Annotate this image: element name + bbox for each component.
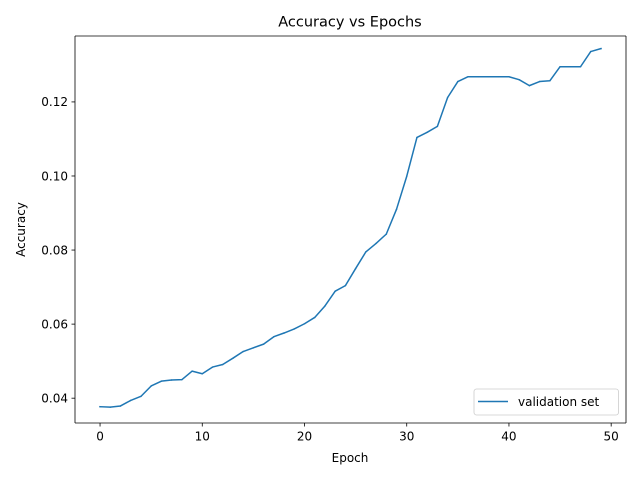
data-point [262, 343, 265, 345]
data-point [140, 395, 142, 398]
data-point [232, 357, 234, 359]
data-point [211, 366, 214, 368]
data-point [467, 75, 469, 78]
y-tick-label: 0.12 [41, 95, 68, 109]
data-point [150, 385, 152, 387]
x-tick-label: 50 [604, 430, 619, 444]
data-point [416, 136, 418, 139]
data-point [191, 370, 193, 372]
data-point [559, 65, 561, 68]
legend-label-validation-set: validation set [518, 395, 600, 409]
data-point [405, 175, 408, 178]
data-point [538, 80, 541, 83]
data-point [129, 399, 132, 402]
data-point [497, 75, 500, 78]
data-point [273, 335, 275, 338]
data-point [508, 75, 510, 78]
data-point [109, 406, 112, 408]
x-tick-label: 30 [399, 430, 414, 444]
data-point [446, 96, 449, 99]
data-point [313, 316, 316, 319]
data-point [324, 305, 326, 307]
data-point [283, 332, 285, 334]
data-point [528, 84, 531, 87]
x-tick-label: 0 [96, 430, 104, 444]
data-point [365, 251, 367, 253]
series-points-validation-set [99, 47, 602, 408]
data-point [569, 65, 572, 68]
data-point [600, 47, 602, 50]
series-line-validation-set [99, 47, 602, 408]
data-point [375, 242, 377, 245]
x-axis-label: Epoch [332, 451, 369, 465]
y-axis-ticks: 0.04 0.06 0.08 0.10 0.12 [41, 95, 75, 405]
data-point [303, 323, 306, 325]
legend: validation set [473, 388, 619, 416]
data-point [252, 347, 255, 349]
x-tick-label: 40 [501, 430, 516, 444]
y-tick-label: 0.10 [41, 169, 68, 183]
data-point [457, 80, 459, 83]
data-point [160, 380, 163, 382]
plot-frame [74, 35, 627, 424]
data-point [395, 208, 398, 211]
data-point [99, 405, 101, 408]
y-tick-label: 0.06 [41, 317, 68, 331]
data-point [354, 267, 357, 270]
data-point [487, 75, 490, 78]
data-point [579, 65, 582, 68]
plot-area [75, 36, 626, 423]
chart-title: Accuracy vs Epochs [278, 15, 422, 31]
data-point [426, 131, 428, 134]
y-tick-label: 0.04 [41, 391, 68, 405]
data-point [549, 80, 551, 82]
data-point [293, 328, 296, 330]
x-tick-label: 10 [195, 430, 210, 444]
data-point [589, 50, 592, 53]
data-point [436, 125, 439, 128]
data-point [334, 290, 336, 292]
data-point [518, 78, 520, 81]
data-point [181, 378, 183, 381]
x-axis-ticks: 0 10 20 30 40 50 [96, 423, 619, 444]
y-tick-label: 0.08 [41, 243, 68, 257]
data-point [344, 284, 347, 287]
y-axis-label: Accuracy [14, 202, 28, 257]
data-point [385, 233, 388, 235]
data-point [477, 75, 480, 78]
data-point [242, 350, 244, 353]
data-point [170, 379, 173, 381]
x-tick-label: 20 [297, 430, 312, 444]
data-point [119, 405, 122, 407]
data-point [201, 372, 204, 375]
data-point [221, 363, 224, 366]
legend-box [473, 388, 619, 416]
